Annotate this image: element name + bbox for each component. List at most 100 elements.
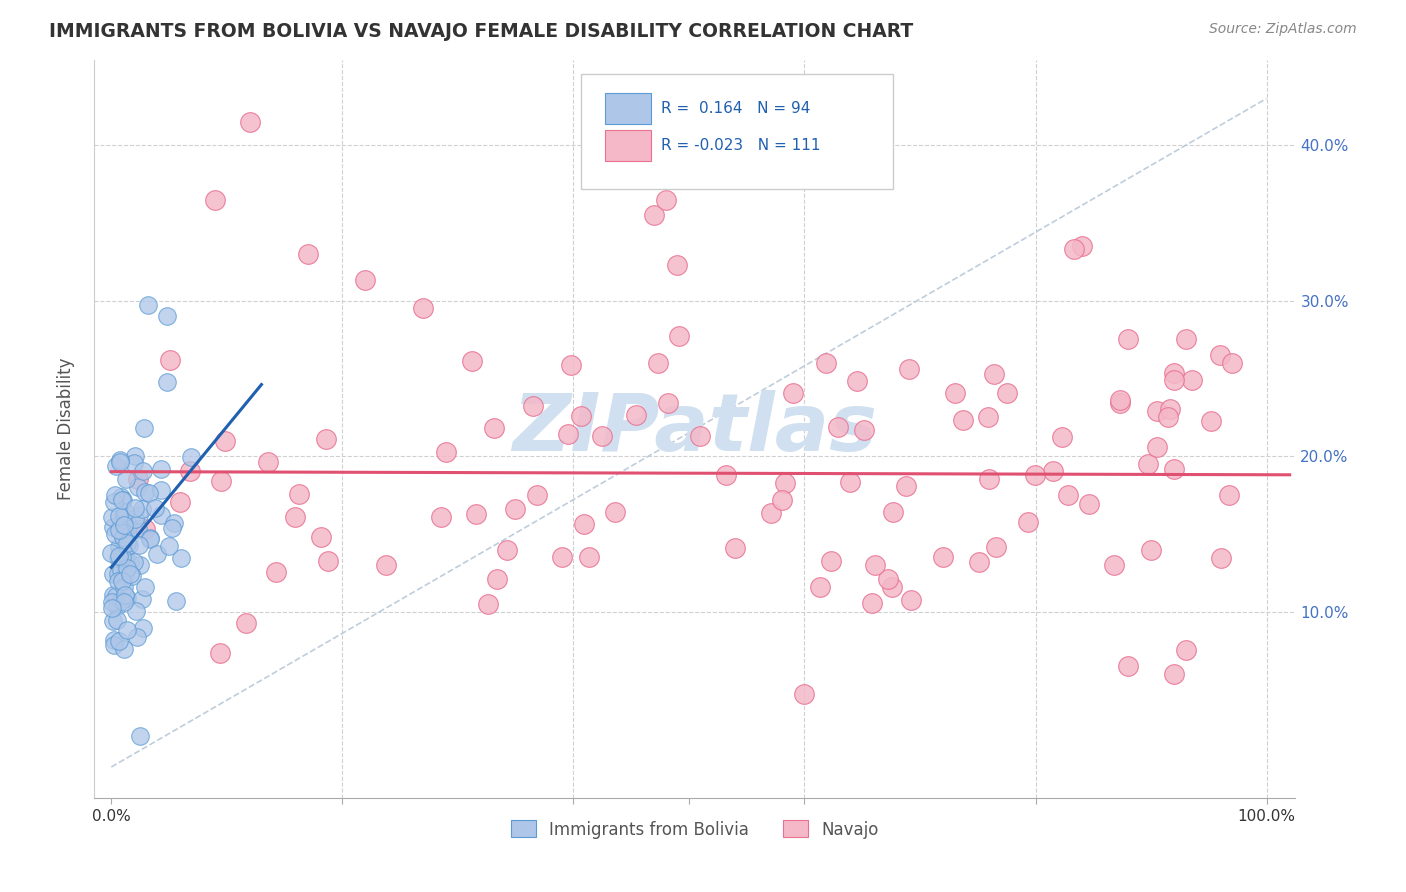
Point [111, 574, 134, 589]
Point [1070, 239, 1092, 253]
Point [156, 375, 179, 389]
Point [209, 475, 232, 489]
Point [1181, 373, 1204, 387]
Point [862, 596, 884, 610]
Point [845, 374, 868, 388]
Point [107, 551, 129, 566]
Point [569, 409, 592, 423]
Point [107, 567, 129, 582]
Point [170, 550, 193, 565]
FancyBboxPatch shape [605, 93, 651, 124]
Point [284, 510, 307, 524]
Point [1209, 551, 1232, 566]
Point [179, 464, 201, 478]
Point [655, 193, 678, 207]
Point [101, 595, 124, 609]
Point [853, 423, 876, 437]
Point [1050, 430, 1073, 444]
Point [214, 434, 236, 449]
Point [1057, 488, 1080, 502]
Point [1042, 464, 1064, 478]
Point [122, 555, 145, 569]
Point [115, 515, 138, 529]
Point [159, 352, 181, 367]
Point [429, 509, 451, 524]
Point [162, 516, 184, 531]
Point [115, 536, 138, 550]
Point [877, 572, 900, 586]
Point [1209, 348, 1232, 362]
Point [689, 429, 711, 443]
Point [108, 523, 131, 537]
Point [128, 508, 150, 522]
Point [1102, 558, 1125, 572]
Point [129, 729, 152, 743]
Point [374, 558, 396, 573]
Point [149, 462, 172, 476]
Point [239, 115, 262, 129]
Point [578, 550, 600, 565]
Point [1163, 366, 1185, 380]
Point [1163, 373, 1185, 387]
Point [551, 549, 574, 564]
Point [486, 572, 509, 586]
Point [1159, 401, 1181, 416]
Point [107, 508, 129, 523]
Point [118, 538, 141, 552]
Point [209, 646, 232, 660]
Point [150, 483, 173, 497]
Point [169, 495, 191, 509]
Point [297, 247, 319, 261]
Point [145, 547, 167, 561]
Point [311, 530, 333, 544]
Point [666, 258, 689, 272]
Point [1220, 356, 1243, 370]
Point [114, 472, 136, 486]
Point [103, 495, 125, 509]
Point [1199, 414, 1222, 428]
Point [111, 492, 134, 507]
Point [105, 589, 128, 603]
Point [125, 604, 148, 618]
Point [827, 420, 849, 434]
Point [103, 633, 125, 648]
Point [969, 555, 991, 569]
Point [316, 554, 339, 568]
Point [101, 510, 124, 524]
Point [204, 193, 226, 207]
Point [128, 538, 150, 552]
Text: ZIPatlas: ZIPatlas [512, 390, 877, 468]
Point [108, 633, 131, 648]
Point [143, 500, 166, 515]
FancyBboxPatch shape [605, 129, 651, 161]
Point [761, 506, 783, 520]
Point [814, 356, 837, 370]
Point [112, 595, 135, 609]
Point [100, 546, 122, 560]
Point [165, 594, 187, 608]
Point [110, 453, 132, 467]
Point [477, 597, 499, 611]
Point [526, 488, 548, 502]
Point [114, 527, 136, 541]
Point [127, 472, 149, 486]
Point [115, 561, 138, 575]
Point [995, 386, 1018, 401]
Point [793, 687, 815, 701]
Point [103, 639, 125, 653]
Point [104, 527, 127, 541]
Point [105, 613, 128, 627]
Point [160, 521, 183, 535]
Point [111, 493, 134, 508]
Point [1174, 643, 1197, 657]
Point [1108, 392, 1130, 407]
Text: IMMIGRANTS FROM BOLIVIA VS NAVAJO FEMALE DISABILITY CORRELATION CHART: IMMIGRANTS FROM BOLIVIA VS NAVAJO FEMALE… [49, 22, 914, 41]
Point [983, 368, 1005, 382]
Point [1218, 487, 1240, 501]
Point [138, 486, 160, 500]
Point [723, 541, 745, 556]
Point [943, 386, 966, 401]
Point [603, 505, 626, 519]
Point [882, 580, 904, 594]
Point [132, 621, 155, 635]
